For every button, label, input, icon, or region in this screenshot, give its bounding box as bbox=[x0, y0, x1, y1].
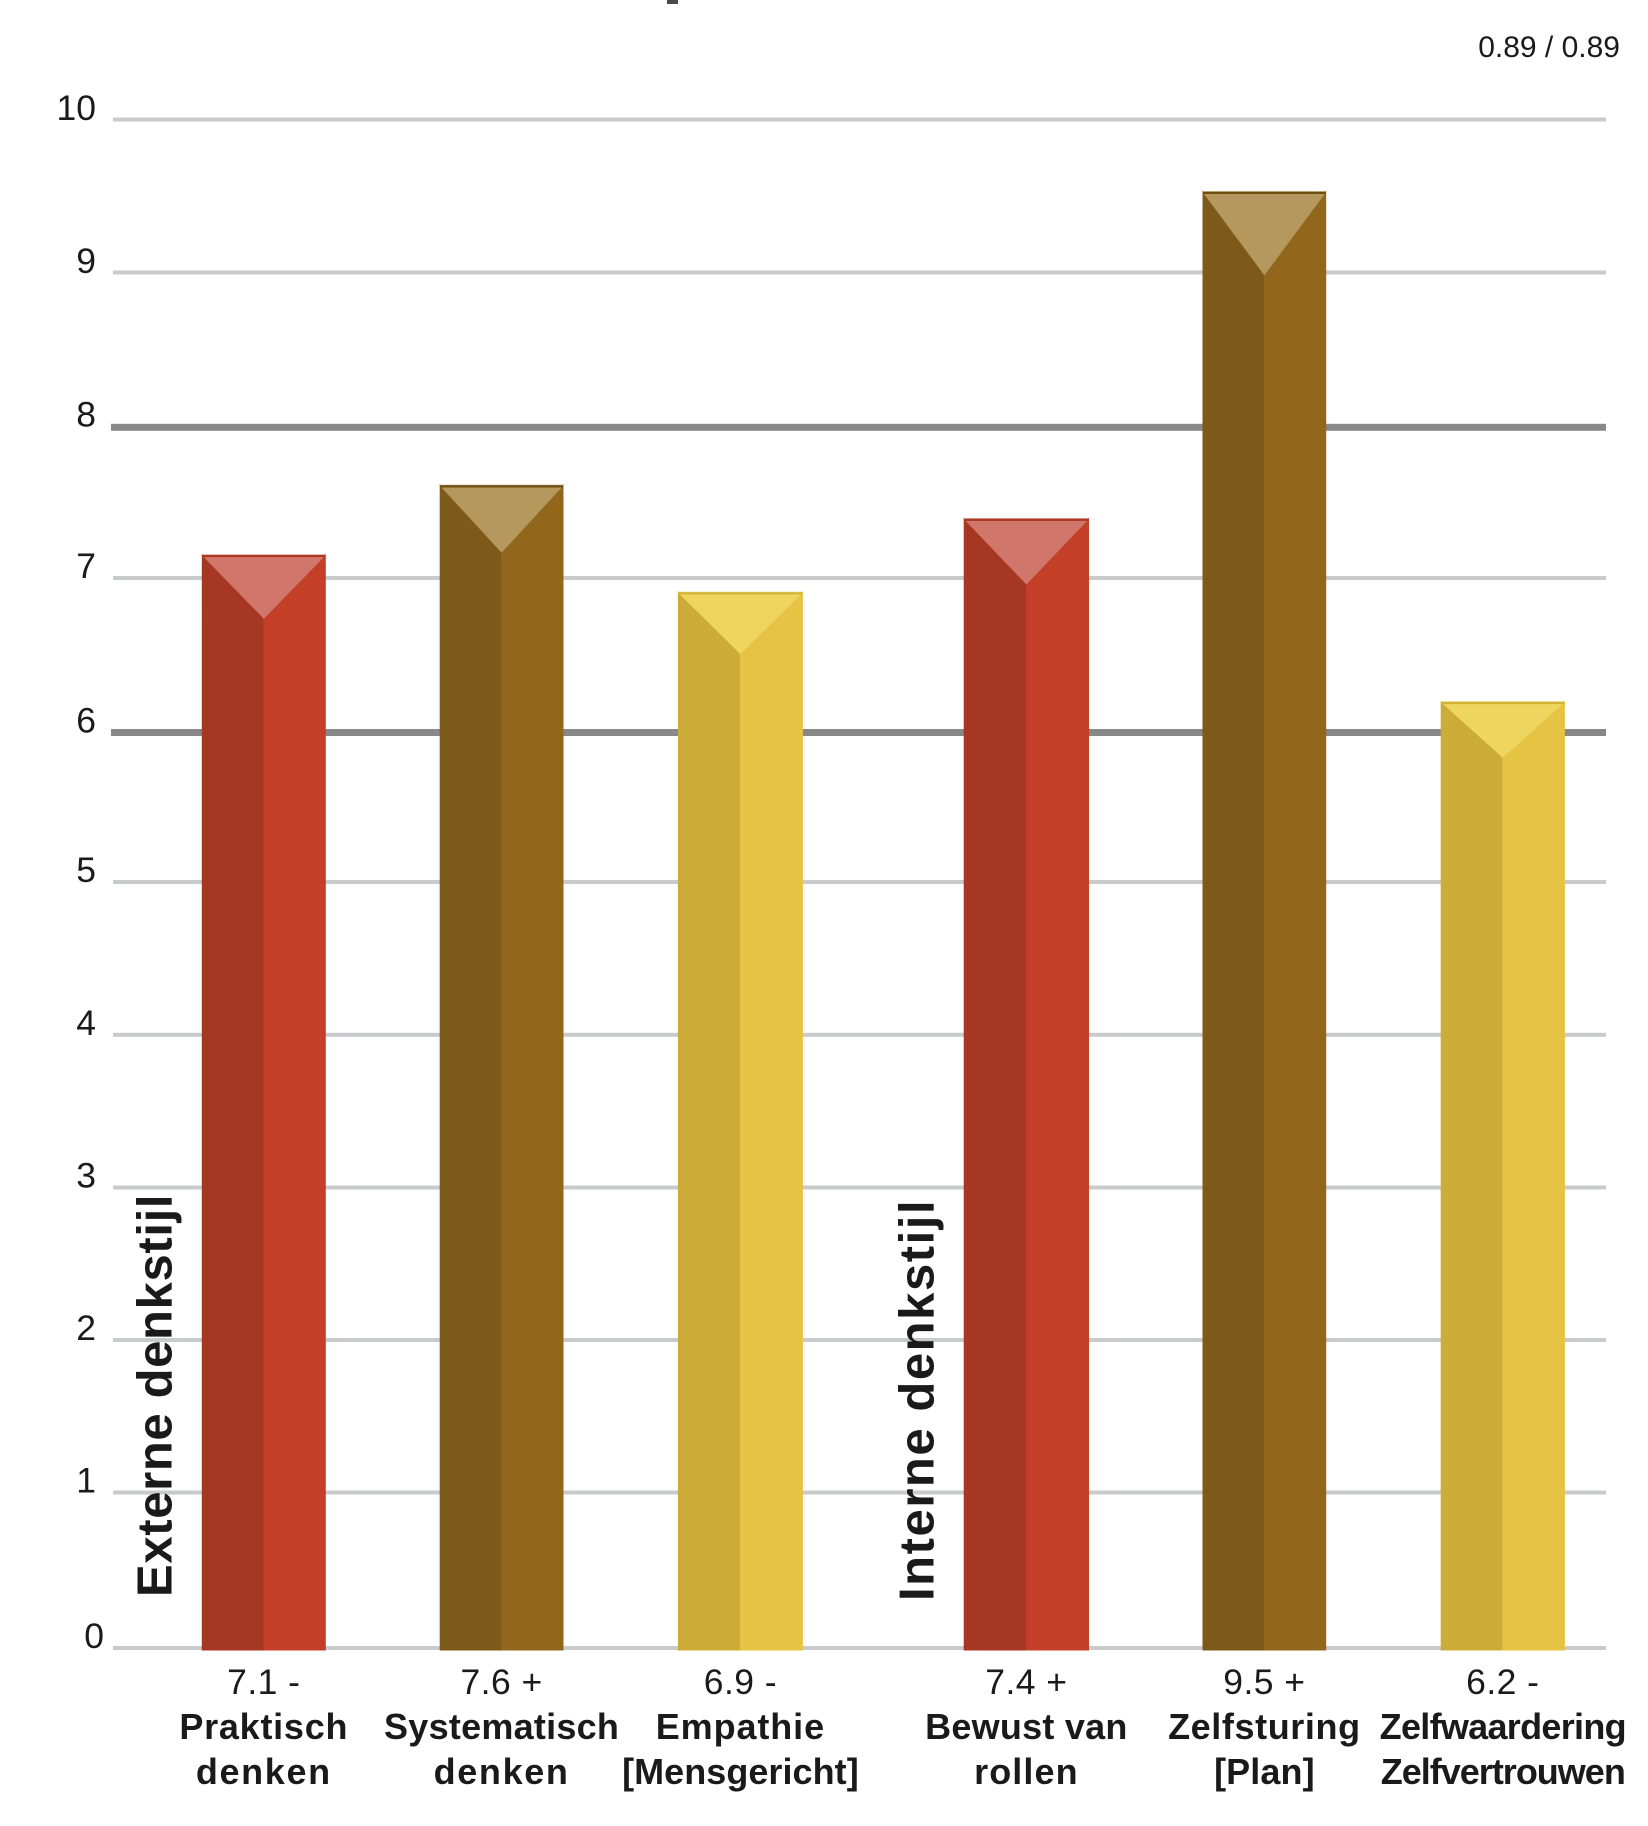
svg-text:Praktisch: Praktisch bbox=[179, 1706, 348, 1747]
svg-text:Bewust van: Bewust van bbox=[925, 1706, 1128, 1747]
svg-text:0: 0 bbox=[84, 1616, 104, 1656]
svg-text:denken: denken bbox=[196, 1751, 332, 1792]
svg-text:Empathie: Empathie bbox=[656, 1706, 825, 1747]
svg-text:7: 7 bbox=[76, 546, 96, 586]
svg-text:Externe denkstijl: Externe denkstijl bbox=[129, 1194, 183, 1597]
svg-text:10: 10 bbox=[57, 88, 97, 128]
svg-text:0.89 / 0.89: 0.89 / 0.89 bbox=[1478, 31, 1620, 64]
svg-text:7.1 -: 7.1 - bbox=[227, 1662, 300, 1702]
svg-text:6.9 -: 6.9 - bbox=[704, 1662, 777, 1702]
svg-text:2: 2 bbox=[76, 1308, 96, 1348]
svg-text:[Mensgericht]: [Mensgericht] bbox=[622, 1751, 859, 1792]
svg-text:Zelfsturing: Zelfsturing bbox=[1168, 1706, 1361, 1747]
svg-text:8: 8 bbox=[76, 395, 96, 435]
svg-text:6.2 -: 6.2 - bbox=[1466, 1662, 1539, 1702]
svg-text:Zelfwaardering: Zelfwaardering bbox=[1380, 1706, 1626, 1747]
svg-text:rollen: rollen bbox=[974, 1751, 1079, 1792]
svg-text:6: 6 bbox=[76, 701, 96, 741]
svg-text:9.5 +: 9.5 + bbox=[1223, 1662, 1305, 1702]
svg-text:9: 9 bbox=[76, 241, 96, 281]
svg-text:5: 5 bbox=[76, 850, 96, 890]
svg-text:[Plan]: [Plan] bbox=[1214, 1751, 1315, 1792]
svg-text:7.4 +: 7.4 + bbox=[985, 1662, 1067, 1702]
svg-text:7.6 +: 7.6 + bbox=[460, 1662, 542, 1702]
svg-text:denken: denken bbox=[434, 1751, 570, 1792]
svg-text:4: 4 bbox=[76, 1003, 96, 1043]
svg-text:Interne denkstijl: Interne denkstijl bbox=[891, 1199, 945, 1601]
svg-text:Systematisch: Systematisch bbox=[384, 1706, 619, 1747]
svg-text:1: 1 bbox=[76, 1461, 96, 1501]
svg-text:Zelfvertrouwen: Zelfvertrouwen bbox=[1381, 1751, 1625, 1792]
svg-text:3: 3 bbox=[76, 1156, 96, 1196]
